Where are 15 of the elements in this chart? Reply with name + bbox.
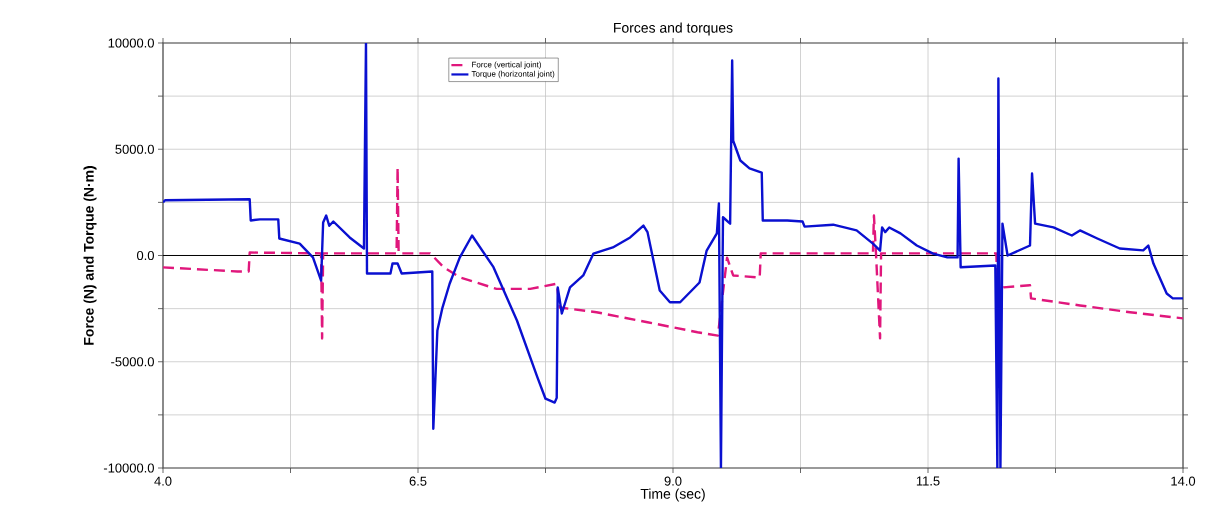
line-series	[163, 166, 1184, 340]
y-tick-label: 0.0	[136, 250, 154, 261]
y-tick-label: 10000.0	[108, 38, 154, 48]
y-tick-label: -5000.0	[111, 357, 154, 367]
x-tick-label: 11.5	[916, 476, 940, 486]
line-series	[163, 43, 1184, 468]
y-axis-title: Force (N) and Torque (N·m)	[83, 166, 97, 345]
x-axis-title: Time (sec)	[640, 488, 705, 502]
x-tick-label: 6.5	[409, 476, 427, 486]
y-tick-label: 5000.0	[115, 144, 154, 154]
x-tick-label: 4.0	[154, 476, 172, 486]
x-tick-label: 14.0	[1171, 476, 1196, 486]
y-tick-label: -10000.0	[103, 463, 154, 473]
chart-title: Forces and torques	[614, 22, 733, 36]
x-tick-label: 9.0	[664, 476, 682, 486]
